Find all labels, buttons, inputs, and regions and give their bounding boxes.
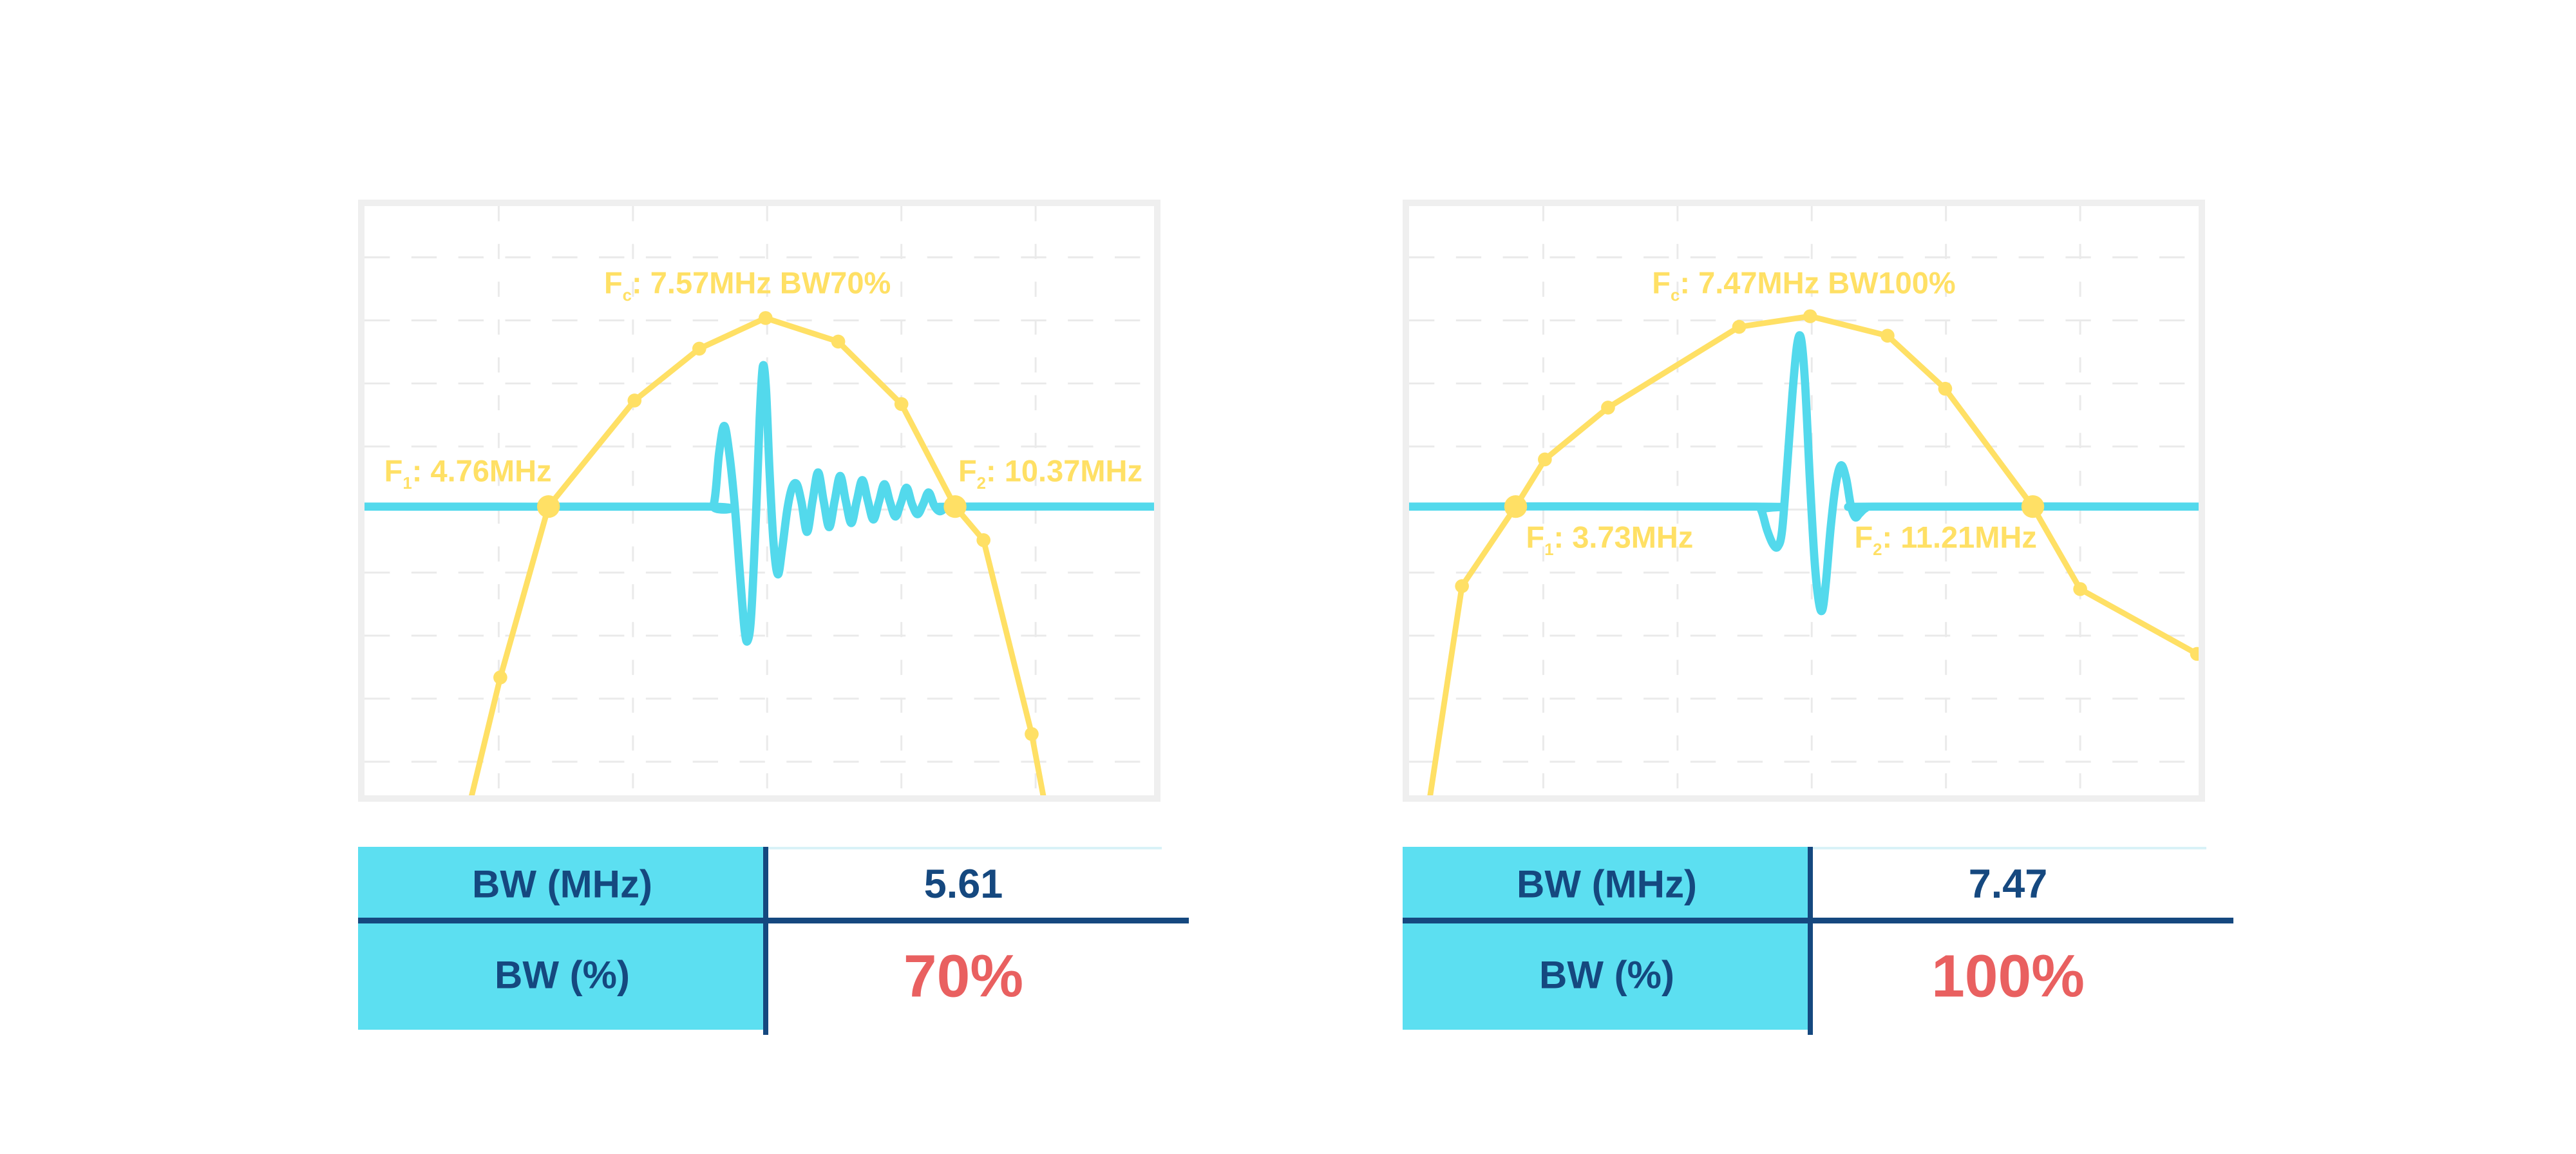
bw-mhz-value: 7.47 <box>1968 862 2048 907</box>
f1-annotation-sub: 1 <box>1544 540 1554 559</box>
table-label-column <box>358 847 766 1030</box>
table-column-divider <box>763 847 768 1035</box>
bw-pct-value: 70% <box>903 942 1024 1010</box>
fc-annotation: Fc: 7.57MHz BW70% <box>604 267 891 304</box>
bw-pct-label: BW (%) <box>1539 953 1674 997</box>
table-top-line <box>766 847 1162 849</box>
panel-bw100: Fc: 7.47MHz BW100% F1: 3.73MHz F2: 11.21… <box>1403 200 2233 1056</box>
bw-pct-label: BW (%) <box>495 953 630 997</box>
fc-annotation-rest: : 7.47MHz BW100% <box>1680 265 1956 299</box>
fc-annotation-sub: c <box>622 286 632 305</box>
table-label-column <box>1403 847 1811 1030</box>
bw-mhz-label: BW (MHz) <box>472 862 652 906</box>
table-column-divider <box>1808 847 1813 1035</box>
f1-annotation-sub: 1 <box>402 474 412 493</box>
f1-annotation-pre: F <box>1526 520 1545 554</box>
f2-annotation-rest: : 10.37MHz <box>986 453 1142 488</box>
bw100-chart-canvas <box>1409 206 2199 795</box>
f2-annotation: F2: 11.21MHz <box>1854 522 2036 558</box>
bw-mhz-value: 5.61 <box>923 862 1003 907</box>
f2-annotation-sub: 2 <box>1873 540 1882 559</box>
f2-annotation-pre: F <box>958 453 977 488</box>
f1-annotation-pre: F <box>384 453 403 488</box>
table-row-divider <box>1403 918 2233 923</box>
f2-annotation-pre: F <box>1854 520 1873 554</box>
bw-mhz-label: BW (MHz) <box>1517 862 1697 906</box>
table-row-divider <box>358 918 1189 923</box>
fc-annotation-rest: : 7.57MHz BW70% <box>632 265 891 299</box>
f1-annotation-rest: : 4.76MHz <box>412 453 552 488</box>
f1-annotation-rest: : 3.73MHz <box>1553 520 1694 554</box>
f2-annotation: F2: 10.37MHz <box>958 455 1142 492</box>
bw70-summary-table: BW (MHz) 5.61 BW (%) 70% <box>358 847 1189 1040</box>
f2-annotation-sub: 2 <box>976 474 987 493</box>
bw-pct-value: 100% <box>1931 942 2085 1010</box>
bw70-chart: Fc: 7.57MHz BW70% F1: 4.76MHz F2: 10.37M… <box>358 200 1160 802</box>
fc-annotation-sub: c <box>1670 286 1680 305</box>
f1-annotation: F1: 4.76MHz <box>384 455 552 492</box>
bw100-chart: Fc: 7.47MHz BW100% F1: 3.73MHz F2: 11.21… <box>1403 200 2205 802</box>
fc-annotation-pre: F <box>603 265 623 299</box>
bw100-summary-table: BW (MHz) 7.47 BW (%) 100% <box>1403 847 2233 1040</box>
fc-annotation: Fc: 7.47MHz BW100% <box>1652 267 1955 304</box>
bw70-chart-canvas <box>365 206 1154 795</box>
table-top-line <box>1811 847 2206 849</box>
f1-annotation: F1: 3.73MHz <box>1526 522 1693 558</box>
fc-annotation-pre: F <box>1652 265 1671 299</box>
f2-annotation-rest: : 11.21MHz <box>1882 520 2037 554</box>
panel-bw70: Fc: 7.57MHz BW70% F1: 4.76MHz F2: 10.37M… <box>358 200 1189 1056</box>
